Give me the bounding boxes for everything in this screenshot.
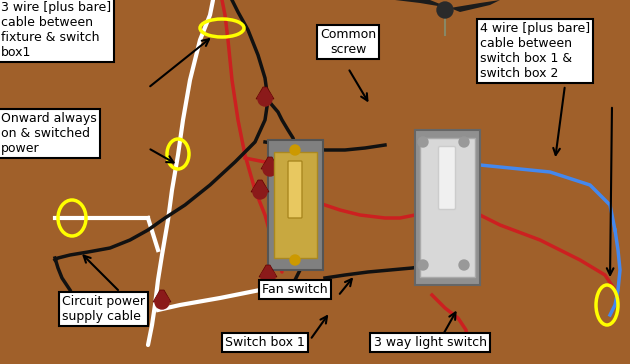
FancyBboxPatch shape — [438, 146, 455, 210]
Circle shape — [253, 185, 267, 199]
Polygon shape — [261, 157, 279, 169]
Circle shape — [258, 92, 272, 106]
FancyBboxPatch shape — [288, 161, 302, 218]
Text: 3 wire [plus bare]
cable between
fixture & switch
box1: 3 wire [plus bare] cable between fixture… — [1, 1, 111, 59]
Text: Circuit power
supply cable: Circuit power supply cable — [62, 295, 145, 323]
FancyBboxPatch shape — [415, 130, 480, 285]
Polygon shape — [390, 0, 500, 12]
Circle shape — [263, 162, 277, 176]
Text: 3 way light switch: 3 way light switch — [374, 336, 486, 349]
Polygon shape — [256, 87, 274, 99]
FancyBboxPatch shape — [268, 140, 323, 270]
Circle shape — [261, 270, 275, 284]
Circle shape — [290, 145, 300, 155]
Circle shape — [290, 255, 300, 265]
Polygon shape — [153, 290, 171, 302]
Circle shape — [418, 260, 428, 270]
Text: Common
screw: Common screw — [320, 28, 376, 56]
Circle shape — [459, 260, 469, 270]
Text: 4 wire [plus bare]
cable between
switch box 1 &
switch box 2: 4 wire [plus bare] cable between switch … — [480, 22, 590, 80]
Polygon shape — [259, 265, 277, 277]
FancyBboxPatch shape — [420, 138, 475, 277]
Text: Fan switch: Fan switch — [262, 283, 328, 296]
FancyBboxPatch shape — [274, 152, 317, 258]
Polygon shape — [251, 180, 269, 192]
Circle shape — [418, 137, 428, 147]
Text: Switch box 1: Switch box 1 — [225, 336, 305, 349]
Circle shape — [155, 295, 169, 309]
Circle shape — [437, 2, 453, 18]
Text: Onward always
on & switched
power: Onward always on & switched power — [1, 112, 97, 155]
Circle shape — [459, 137, 469, 147]
